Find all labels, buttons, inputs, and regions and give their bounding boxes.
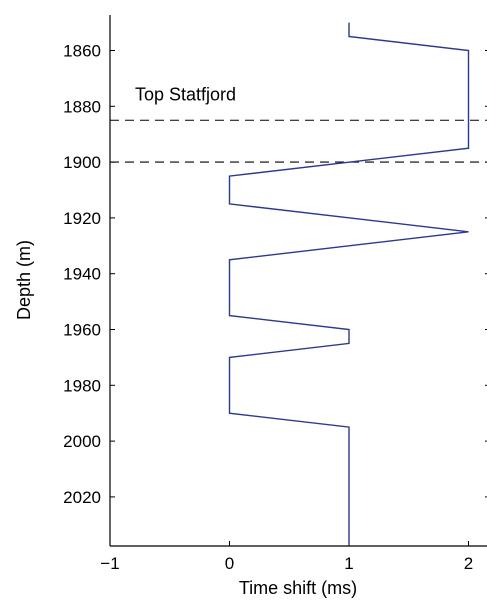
annotation-label: Top Statfjord bbox=[135, 85, 236, 105]
x-tick-label: 0 bbox=[225, 554, 234, 573]
y-tick-label: 1900 bbox=[63, 153, 101, 172]
series-layer bbox=[228, 22, 470, 545]
y-tick-label: 1980 bbox=[63, 376, 101, 395]
y-tick-label: 1920 bbox=[63, 209, 101, 228]
y-tick-label: 1960 bbox=[63, 321, 101, 340]
axis-ticks: 1860 1880 1900 1920 1940 1960 1980 2000 2020 −1 0 1… bbox=[63, 42, 487, 573]
y-tick-label: 1860 bbox=[63, 42, 101, 61]
reference-lines bbox=[110, 119, 487, 163]
x-tick-label: 1 bbox=[344, 554, 353, 573]
y-tick-label: 2000 bbox=[63, 432, 101, 451]
x-tick-label: −1 bbox=[100, 554, 119, 573]
axes-frame bbox=[109, 15, 487, 547]
y-tick-label: 2020 bbox=[63, 488, 101, 507]
x-tick-label: 2 bbox=[464, 554, 473, 573]
series-line-0 bbox=[228, 22, 470, 545]
y-tick-label: 1880 bbox=[63, 97, 101, 116]
x-axis-title: Time shift (ms) bbox=[239, 578, 357, 598]
y-tick-label: 1940 bbox=[63, 265, 101, 284]
annotations: Top Statfjord bbox=[135, 85, 236, 105]
y-axis-title: Depth (m) bbox=[14, 240, 34, 320]
